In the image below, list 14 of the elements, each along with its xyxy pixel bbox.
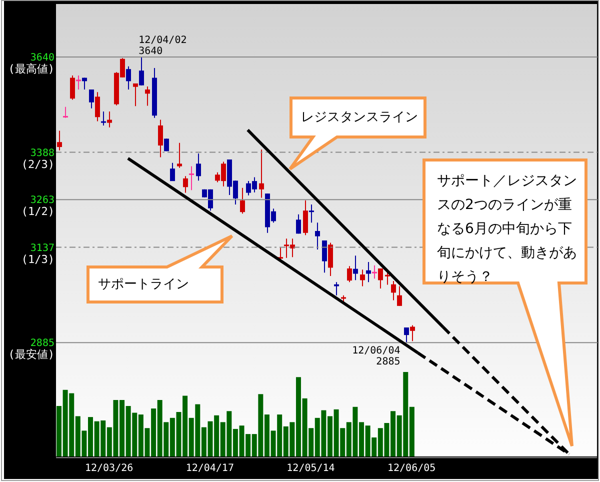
annotation: 12/06/04 2885: [352, 346, 400, 368]
annotation: 12/04/02 3640: [138, 34, 187, 57]
y-tick-label: 3640 (最高値): [8, 52, 54, 76]
annotation: レジスタンスライン: [301, 109, 419, 127]
x-tick-label: 12/04/17: [186, 463, 234, 474]
y-tick-label: 3388 (2/3): [21, 148, 54, 171]
x-tick-label: 12/06/05: [387, 463, 436, 474]
y-tick-label: 3263 (1/2): [21, 195, 54, 218]
x-tick-label: 12/03/26: [84, 463, 134, 474]
x-tick-label: 12/05/14: [286, 463, 335, 474]
y-tick-label: 2885 (最安値): [8, 338, 54, 362]
annotation: サポート／レジスタンスの2つのラインが重なる6月の中旬から下旬にかけて、動きがありそう？: [437, 172, 578, 287]
annotation: サポートライン: [98, 276, 190, 294]
y-tick-label: 3137 (1/3): [21, 242, 54, 266]
